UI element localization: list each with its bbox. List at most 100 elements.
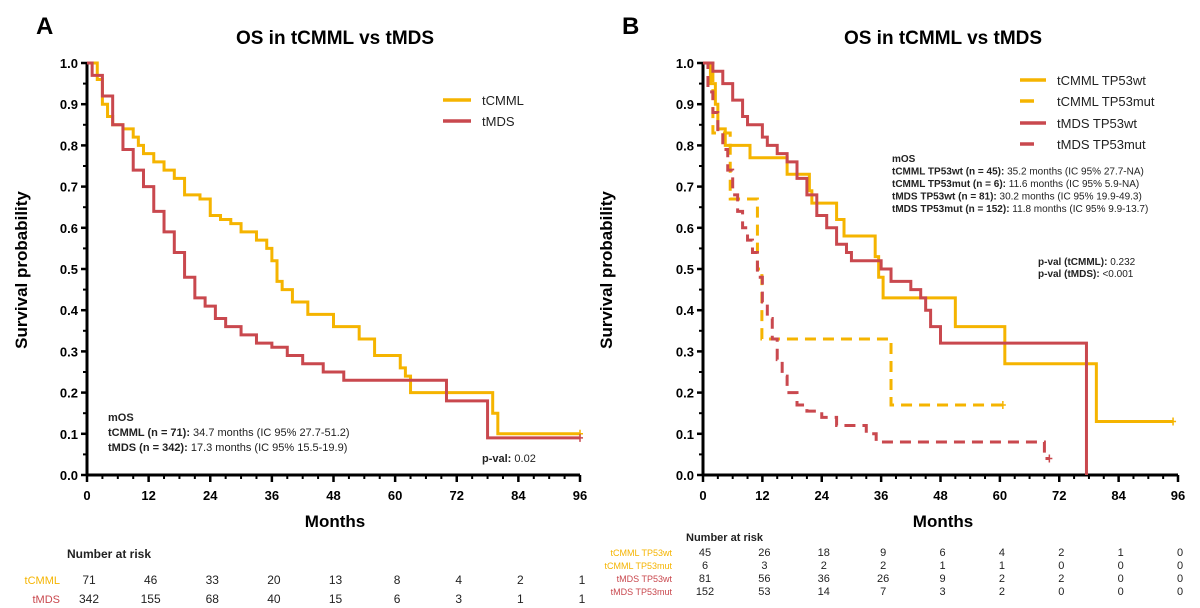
x-axis-label: Months	[305, 512, 365, 531]
mos-label: tCMML TP53mut (n = 6):	[892, 179, 1006, 190]
mos-label: tCMML (n = 71):	[108, 427, 190, 439]
mos-value: 35.2 months (IC 95% 27.7-NA)	[1004, 167, 1144, 178]
mos-row: tMDS TP53wt (n = 81): 30.2 months (IC 95…	[892, 192, 1142, 203]
risk-value: 4	[999, 547, 1005, 559]
x-tick-label: 72	[1052, 488, 1066, 503]
y-tick-label: 0.7	[676, 180, 694, 195]
survival-curve-tcmml-tp53mut	[703, 61, 1003, 407]
risk-value: 2	[821, 560, 827, 572]
risk-value: 14	[818, 586, 830, 598]
p-value-number: 0.02	[511, 453, 535, 465]
x-tick-label: 12	[755, 488, 769, 503]
x-tick-label: 84	[1111, 488, 1126, 503]
mos-heading: mOS	[892, 154, 916, 165]
censor-mark	[1046, 454, 1053, 463]
y-tick-label: 0.2	[60, 386, 78, 401]
risk-row-label: tMDS TP53mut	[611, 587, 673, 597]
panel-a: A OS in tCMML vs tMDS Survival probabili…	[12, 13, 587, 606]
y-tick-label: 0.2	[676, 386, 694, 401]
survival-curve-tmds-tp53mut	[703, 61, 1050, 461]
y-tick-label: 0.0	[676, 468, 694, 483]
legend-label: tMDS	[482, 114, 515, 129]
censor-mark	[577, 433, 583, 442]
mos-row: tCMML TP53mut (n = 6): 11.6 months (IC 9…	[892, 179, 1139, 190]
p-value: p-val (tMDS): <0.001	[1038, 269, 1134, 280]
risk-value: 1	[517, 592, 524, 606]
risk-value: 0	[1118, 573, 1124, 585]
risk-value: 0	[1118, 586, 1124, 598]
legend-label: tCMML TP53mut	[1057, 94, 1155, 109]
legend-label: tMDS TP53wt	[1057, 116, 1137, 131]
x-tick-label: 24	[815, 488, 830, 503]
y-tick-label: 0.4	[60, 303, 79, 318]
y-tick-label: 0.9	[676, 97, 694, 112]
risk-value: 0	[1177, 586, 1183, 598]
risk-value: 18	[818, 547, 830, 559]
risk-value: 342	[79, 592, 99, 606]
mos-row: tMDS TP53mut (n = 152): 11.8 months (IC …	[892, 204, 1148, 215]
x-tick-label: 48	[933, 488, 947, 503]
risk-value: 2	[1058, 547, 1064, 559]
risk-value: 15	[329, 592, 343, 606]
x-tick-label: 36	[874, 488, 888, 503]
chart-title: OS in tCMML vs tMDS	[236, 28, 434, 49]
risk-value: 6	[394, 592, 401, 606]
x-tick-label: 60	[993, 488, 1007, 503]
x-tick-label: 72	[450, 488, 464, 503]
p-value-number: 0.232	[1107, 257, 1135, 268]
panel-letter: A	[36, 13, 53, 40]
risk-value: 1	[579, 592, 586, 606]
y-tick-label: 0.9	[60, 97, 78, 112]
risk-row-label: tCMML TP53mut	[604, 561, 672, 571]
risk-value: 53	[758, 586, 770, 598]
risk-value: 6	[939, 547, 945, 559]
x-tick-label: 96	[573, 488, 587, 503]
mos-value: 30.2 months (IC 95% 19.9-49.3)	[997, 192, 1142, 203]
x-tick-label: 84	[511, 488, 526, 503]
x-axis-label: Months	[913, 512, 973, 531]
y-tick-label: 1.0	[60, 56, 78, 71]
mos-row: tCMML TP53wt (n = 45): 35.2 months (IC 9…	[892, 167, 1144, 178]
risk-value: 8	[394, 573, 401, 587]
x-tick-label: 0	[83, 488, 90, 503]
risk-value: 26	[758, 547, 770, 559]
risk-value: 36	[818, 573, 830, 585]
risk-value: 46	[144, 573, 158, 587]
p-value-label: p-val (tMDS):	[1038, 269, 1100, 280]
risk-value: 20	[267, 573, 281, 587]
y-tick-label: 0.0	[60, 468, 78, 483]
risk-value: 33	[206, 573, 220, 587]
risk-value: 1	[1118, 547, 1124, 559]
risk-row-label: tCMML TP53wt	[610, 548, 672, 558]
risk-value: 71	[82, 573, 96, 587]
risk-value: 1	[999, 560, 1005, 572]
mos-value: 34.7 months (IC 95% 27.7-51.2)	[190, 427, 350, 439]
risk-value: 6	[702, 560, 708, 572]
risk-row-label: tMDS	[33, 594, 61, 606]
panel-b: B OS in tCMML vs tMDS Survival probabili…	[597, 13, 1185, 598]
risk-value: 152	[696, 586, 714, 598]
risk-value: 2	[517, 573, 524, 587]
risk-value: 68	[206, 592, 220, 606]
y-tick-label: 0.3	[676, 344, 694, 359]
survival-curve-tcmml-tp53wt	[703, 61, 1174, 423]
mos-label: tCMML TP53wt (n = 45):	[892, 167, 1004, 178]
mos-value: 17.3 months (IC 95% 15.5-19.9)	[188, 442, 348, 454]
mos-label: tMDS TP53wt (n = 81):	[892, 192, 997, 203]
p-value-label: p-val (tCMML):	[1038, 257, 1107, 268]
p-value-label: p-val:	[482, 453, 511, 465]
risk-table-heading: Number at risk	[67, 547, 151, 561]
risk-value: 1	[579, 573, 586, 587]
panel-letter: B	[622, 13, 639, 40]
censor-mark	[1170, 417, 1177, 426]
y-tick-label: 0.8	[60, 138, 78, 153]
risk-value: 40	[267, 592, 281, 606]
mos-value: 11.8 months (IC 95% 9.9-13.7)	[1010, 204, 1149, 215]
risk-value: 81	[699, 573, 711, 585]
risk-value: 4	[455, 573, 462, 587]
risk-value: 2	[1058, 573, 1064, 585]
y-tick-label: 0.1	[676, 427, 694, 442]
survival-curve-tcmml	[87, 61, 580, 436]
y-tick-label: 0.4	[676, 303, 695, 318]
